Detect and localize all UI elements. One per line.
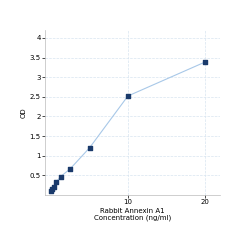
Point xyxy=(59,174,63,178)
Point xyxy=(88,146,92,150)
Point xyxy=(50,187,54,191)
X-axis label: Rabbit Annexin A1
Concentration (ng/ml): Rabbit Annexin A1 Concentration (ng/ml) xyxy=(94,208,171,222)
Point xyxy=(54,180,58,184)
Point xyxy=(68,167,72,171)
Point xyxy=(49,189,53,193)
Y-axis label: OD: OD xyxy=(21,107,27,118)
Point xyxy=(52,185,56,189)
Point xyxy=(203,60,207,64)
Point xyxy=(126,94,130,98)
